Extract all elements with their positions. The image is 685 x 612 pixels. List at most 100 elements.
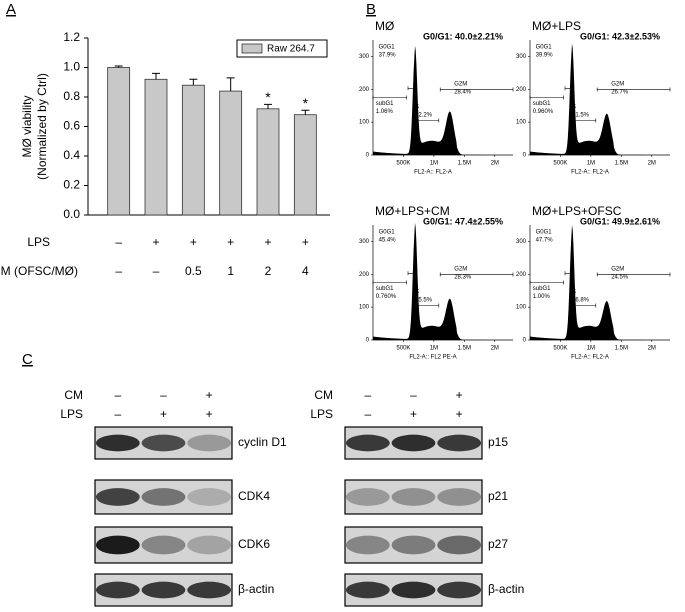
gate-name: G2M bbox=[611, 81, 624, 87]
gate-line bbox=[439, 272, 514, 277]
x-tick-label: 2M bbox=[491, 346, 499, 352]
row-value: + bbox=[302, 235, 309, 249]
gate-name: G0G1 bbox=[536, 229, 553, 235]
error-bar bbox=[189, 78, 198, 86]
gate-line bbox=[414, 303, 440, 308]
y-tick-label: 0.4 bbox=[63, 148, 80, 162]
x-axis-label: FL2-A:: FL2-A bbox=[571, 355, 609, 361]
blot-band bbox=[391, 488, 436, 506]
gate-name: G0G1 bbox=[536, 44, 553, 50]
band-label: p21 bbox=[488, 489, 508, 503]
x-tick-label: 1M bbox=[430, 346, 438, 352]
gate-line bbox=[529, 280, 564, 285]
row-value: + bbox=[264, 235, 271, 249]
x-tick-label: 2M bbox=[491, 161, 499, 167]
x-tick-label: 1M bbox=[587, 346, 595, 352]
y-tick-label: 300 bbox=[359, 239, 370, 245]
y-tick-label: 0 bbox=[523, 338, 527, 344]
panel-label: C bbox=[22, 351, 33, 368]
treatment-value: – bbox=[160, 388, 167, 402]
g0g1-summary: G0/G1: 42.3±2.53% bbox=[580, 31, 660, 41]
y-tick-label: 100 bbox=[516, 120, 527, 126]
row-value: 2 bbox=[265, 264, 272, 278]
histogram bbox=[530, 43, 670, 155]
gate-name: subG1 bbox=[533, 286, 551, 292]
gate-name: S bbox=[415, 104, 419, 110]
gate-name: S bbox=[572, 104, 576, 110]
x-tick-label: 500K bbox=[553, 161, 567, 167]
gate-percent: 21.5% bbox=[572, 112, 590, 118]
blot-band bbox=[345, 488, 390, 506]
y-tick-label: 0 bbox=[366, 153, 370, 159]
bar bbox=[256, 108, 280, 216]
band-label: p15 bbox=[488, 435, 508, 449]
gate-percent: 28.3% bbox=[454, 274, 472, 280]
blot-band bbox=[141, 488, 186, 506]
blot-band bbox=[391, 581, 436, 599]
treatment-label: LPS bbox=[60, 407, 83, 421]
significance-label: * bbox=[303, 95, 309, 111]
row-value: – bbox=[153, 264, 160, 278]
band-label: CDK4 bbox=[238, 489, 270, 503]
gate-line bbox=[407, 271, 416, 276]
panel-label: B bbox=[366, 1, 376, 18]
y-tick-label: 300 bbox=[516, 54, 527, 60]
x-tick-label: 2M bbox=[648, 161, 656, 167]
gate-name: S bbox=[415, 289, 419, 295]
error-bar bbox=[264, 103, 272, 109]
error-bar bbox=[226, 77, 235, 92]
y-tick-label: 0 bbox=[366, 338, 370, 344]
band-label: CDK6 bbox=[238, 537, 270, 551]
blot-band bbox=[345, 581, 390, 599]
gate-percent: 24.5% bbox=[611, 274, 629, 280]
gate-line bbox=[564, 86, 573, 91]
y-tick-label: 100 bbox=[359, 305, 370, 311]
gate-line bbox=[372, 95, 407, 100]
row-value: + bbox=[190, 235, 197, 249]
gate-line bbox=[439, 87, 514, 92]
gate-percent: 28.4% bbox=[454, 89, 472, 95]
y-tick-label: 200 bbox=[516, 272, 527, 278]
gate-line bbox=[571, 118, 597, 123]
gate-name: G0G1 bbox=[379, 229, 396, 235]
row-value: + bbox=[152, 235, 159, 249]
gate-percent: 22.2% bbox=[415, 112, 433, 118]
row-value: – bbox=[115, 235, 122, 249]
y-tick-label: 0 bbox=[523, 153, 527, 159]
blot-band bbox=[141, 535, 186, 555]
row-label: CM (OFSC/MØ) bbox=[0, 264, 78, 278]
gate-name: G0G1 bbox=[379, 44, 396, 50]
gate-line bbox=[596, 87, 671, 92]
gate-line bbox=[414, 118, 440, 123]
gate-line bbox=[571, 303, 597, 308]
treatment-value: + bbox=[160, 407, 167, 421]
blot-band bbox=[391, 434, 436, 452]
x-tick-label: 1.5M bbox=[615, 346, 628, 352]
y-axis-label: MØ viability bbox=[20, 95, 34, 157]
blot-band bbox=[437, 535, 482, 555]
blot-band bbox=[437, 434, 482, 452]
gate-name: subG1 bbox=[376, 286, 394, 292]
blot-band bbox=[187, 434, 232, 452]
g0g1-summary: G0/G1: 47.4±2.55% bbox=[423, 216, 503, 226]
treatment-value: + bbox=[410, 407, 417, 421]
blot-background bbox=[344, 479, 483, 515]
bar bbox=[219, 90, 243, 216]
blot-band bbox=[391, 535, 436, 555]
treatment-value: + bbox=[206, 407, 213, 421]
band-label: β-actin bbox=[488, 582, 524, 596]
gate-percent: 47.7% bbox=[536, 237, 554, 243]
gate-percent: 0.960% bbox=[533, 109, 554, 115]
x-tick-label: 1.5M bbox=[458, 346, 471, 352]
blot-band bbox=[95, 535, 140, 555]
y-tick-label: 0.0 bbox=[63, 207, 80, 221]
error-bar bbox=[114, 65, 123, 68]
treatment-value: – bbox=[364, 407, 371, 421]
y-tick-label: 300 bbox=[359, 54, 370, 60]
panel-title: MØ+LPS bbox=[532, 19, 581, 33]
row-value: + bbox=[227, 235, 234, 249]
gate-percent: 25.5% bbox=[415, 297, 433, 303]
treatment-value: + bbox=[206, 388, 213, 402]
g0g1-summary: G0/G1: 49.9±2.61% bbox=[580, 216, 660, 226]
